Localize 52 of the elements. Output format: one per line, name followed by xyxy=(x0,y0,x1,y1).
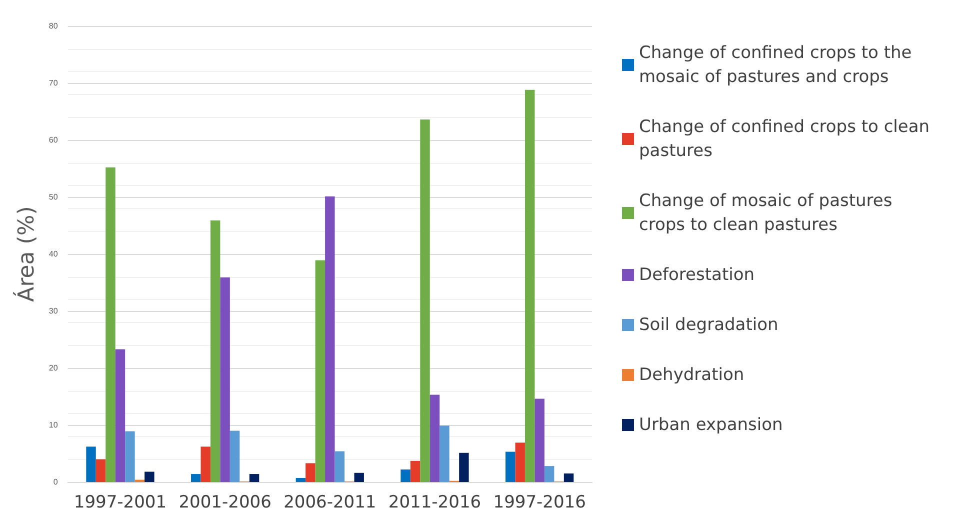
legend-label: Urban expansion xyxy=(639,415,783,435)
x-tick-label: 2001-2006 xyxy=(178,492,272,512)
bar xyxy=(249,474,260,482)
bar xyxy=(86,446,96,482)
bar xyxy=(400,469,410,482)
bar xyxy=(440,426,450,482)
legend-label: Change of confined crops to the mosaic of pastures and crops xyxy=(639,43,918,87)
x-tick-label: 1997-2001 xyxy=(74,492,167,512)
bar xyxy=(515,442,525,482)
bar xyxy=(210,220,220,482)
bar xyxy=(200,446,210,482)
y-tick-label: 60 xyxy=(48,136,58,144)
bar xyxy=(506,452,516,482)
y-tick-label: 50 xyxy=(48,192,58,202)
y-tick-label: 20 xyxy=(48,364,58,372)
bar xyxy=(230,430,240,482)
bar xyxy=(410,460,420,482)
bar xyxy=(315,260,326,482)
bar xyxy=(420,119,430,482)
bar xyxy=(144,472,154,482)
bar xyxy=(220,277,230,482)
x-tick-label: 1997-2016 xyxy=(493,492,586,512)
legend-label: Change of mosaic of pastures crops to clean pastures xyxy=(639,191,898,235)
bar xyxy=(430,394,440,482)
y-tick-label: 40 xyxy=(48,250,58,258)
bar xyxy=(354,472,364,482)
bar xyxy=(524,90,535,482)
bar xyxy=(306,463,316,482)
legend-label: Dehydration xyxy=(639,365,744,385)
legend-label: Deforestation xyxy=(639,265,755,285)
y-tick-label: 70 xyxy=(48,78,58,88)
bar xyxy=(96,459,106,482)
bar xyxy=(544,466,554,482)
bar xyxy=(534,398,544,482)
y-axis-title: Área (%) xyxy=(12,206,40,302)
bar xyxy=(125,431,135,482)
legend-label: Change of confined crops to clean pastures xyxy=(639,117,935,161)
y-tick-label: 30 xyxy=(48,306,58,316)
y-tick-label: 10 xyxy=(48,420,58,430)
bar xyxy=(296,478,306,482)
y-tick-label: 0 xyxy=(53,478,58,486)
bar xyxy=(106,167,116,482)
legend-label: Soil degradation xyxy=(639,315,778,335)
bar xyxy=(115,349,126,482)
y-tick-label: 80 xyxy=(48,22,58,30)
bar xyxy=(564,473,574,482)
bar xyxy=(190,474,201,482)
bar xyxy=(459,452,469,482)
x-tick-label: 2011-2016 xyxy=(388,492,482,512)
bar xyxy=(325,196,335,482)
bar xyxy=(334,451,344,482)
x-tick-label: 2006-2011 xyxy=(284,492,376,512)
